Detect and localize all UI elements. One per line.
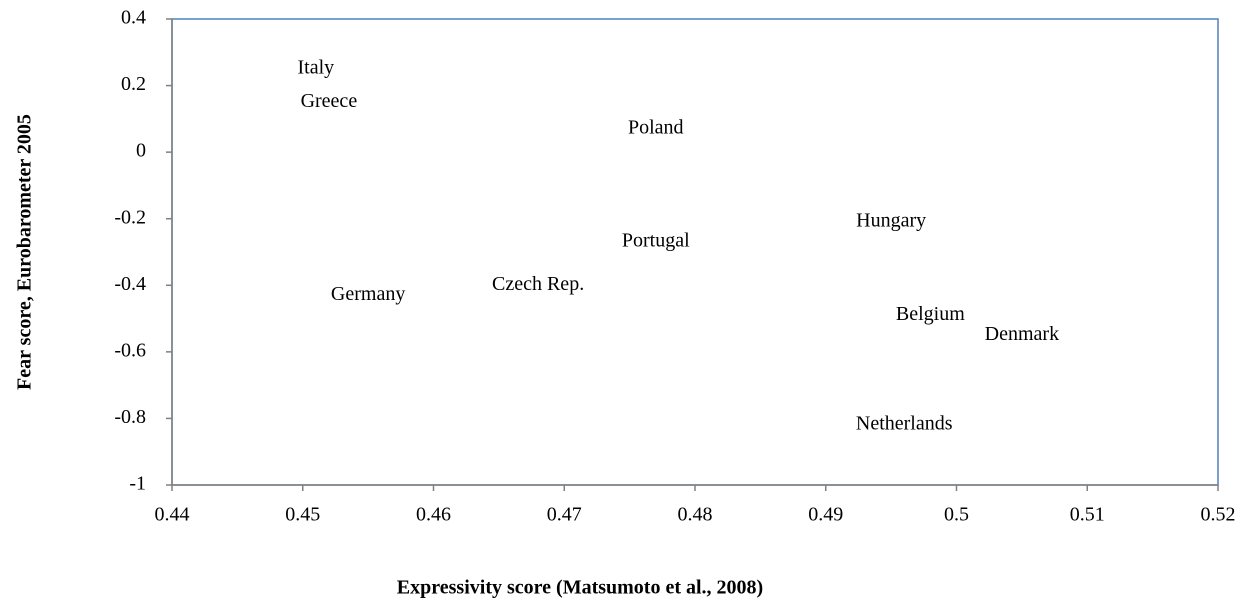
- x-tick-label: 0.47: [547, 504, 582, 526]
- x-tick-label: 0.45: [285, 504, 320, 526]
- x-tick-label: 0.49: [808, 504, 843, 526]
- y-tick-label: -0.4: [114, 273, 146, 295]
- point-label: Czech Rep.: [492, 273, 584, 295]
- y-axis-title: Fear score, Eurobarometer 2005: [14, 114, 36, 390]
- y-tick-label: -1: [129, 473, 146, 495]
- point-label: Hungary: [856, 210, 926, 232]
- point-label: Belgium: [896, 303, 965, 325]
- x-tick-label: 0.48: [678, 504, 713, 526]
- x-axis-title: Expressivity score (Matsumoto et al., 20…: [397, 577, 763, 599]
- y-tick-label: -0.2: [114, 206, 146, 228]
- x-tick-label: 0.51: [1070, 504, 1105, 526]
- x-tick-label: 0.52: [1201, 504, 1236, 526]
- point-label: Netherlands: [856, 413, 953, 435]
- point-label: Italy: [297, 57, 334, 79]
- point-label: Denmark: [985, 323, 1059, 345]
- x-tick-label: 0.44: [155, 504, 190, 526]
- y-tick-label: -0.8: [114, 406, 146, 428]
- y-tick-label: 0.4: [121, 7, 146, 29]
- point-label: Greece: [301, 90, 358, 112]
- x-tick-label: 0.5: [944, 504, 969, 526]
- x-tick-label: 0.46: [416, 504, 451, 526]
- y-tick-label: 0.2: [121, 73, 146, 95]
- y-tick-label: -0.6: [114, 339, 146, 361]
- point-label: Portugal: [622, 230, 690, 252]
- point-label: Poland: [628, 116, 684, 138]
- point-label: Germany: [331, 283, 405, 305]
- y-tick-label: 0: [136, 140, 146, 162]
